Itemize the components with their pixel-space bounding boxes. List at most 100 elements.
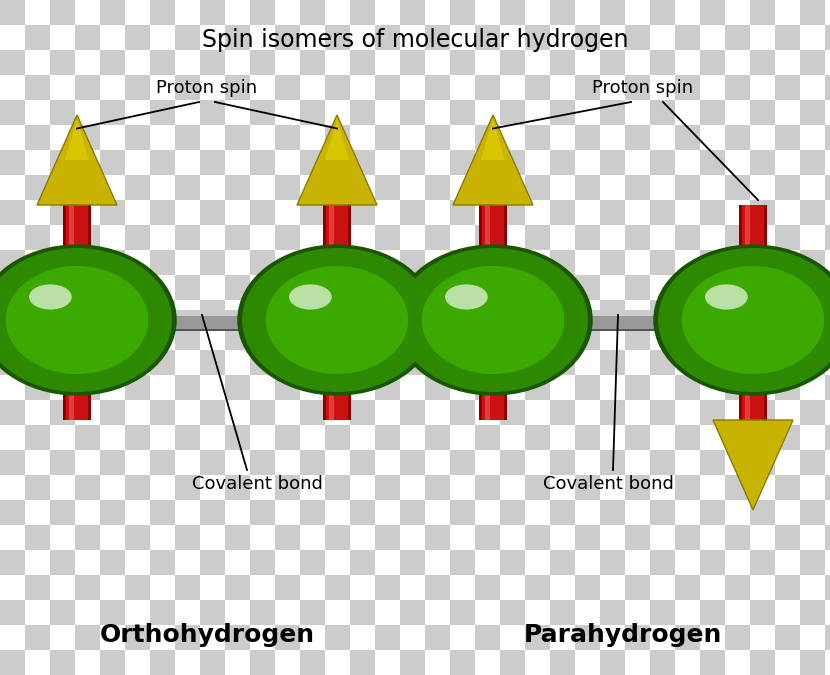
- Bar: [700, 475, 725, 500]
- Bar: [375, 25, 400, 50]
- Bar: [525, 25, 550, 50]
- Bar: [725, 525, 750, 550]
- Bar: [725, 475, 750, 500]
- Bar: [775, 50, 800, 75]
- Bar: [325, 275, 350, 300]
- Bar: [625, 450, 650, 475]
- Bar: [625, 500, 650, 525]
- Bar: [650, 500, 675, 525]
- Bar: [825, 250, 830, 275]
- Bar: [600, 375, 625, 400]
- Bar: [225, 600, 250, 625]
- Bar: [525, 325, 550, 350]
- Bar: [350, 175, 375, 200]
- Bar: [200, 525, 225, 550]
- Bar: [0, 325, 25, 350]
- Bar: [175, 150, 200, 175]
- Bar: [87, 320, 91, 420]
- Bar: [400, 375, 425, 400]
- Bar: [100, 575, 125, 600]
- Polygon shape: [325, 119, 349, 160]
- Bar: [225, 50, 250, 75]
- Bar: [425, 425, 450, 450]
- Bar: [600, 600, 625, 625]
- Bar: [300, 350, 325, 375]
- Bar: [775, 450, 800, 475]
- Bar: [775, 500, 800, 525]
- Bar: [50, 600, 75, 625]
- Bar: [775, 275, 800, 300]
- Bar: [750, 475, 775, 500]
- Bar: [650, 125, 675, 150]
- Bar: [625, 475, 650, 500]
- Bar: [100, 75, 125, 100]
- Bar: [800, 350, 825, 375]
- Bar: [375, 175, 400, 200]
- Bar: [250, 600, 275, 625]
- Bar: [675, 400, 700, 425]
- Bar: [75, 25, 100, 50]
- Bar: [425, 475, 450, 500]
- Bar: [575, 400, 600, 425]
- Bar: [375, 550, 400, 575]
- Bar: [475, 50, 500, 75]
- Bar: [75, 650, 100, 675]
- Bar: [100, 450, 125, 475]
- Bar: [25, 600, 50, 625]
- Bar: [150, 150, 175, 175]
- Bar: [375, 575, 400, 600]
- Ellipse shape: [705, 284, 748, 310]
- Bar: [150, 650, 175, 675]
- Bar: [545, 325, 701, 331]
- Text: Orthohydrogen: Orthohydrogen: [100, 623, 315, 647]
- Bar: [800, 325, 825, 350]
- Bar: [375, 650, 400, 675]
- Bar: [100, 600, 125, 625]
- Bar: [425, 100, 450, 125]
- Bar: [275, 250, 300, 275]
- Bar: [50, 250, 75, 275]
- Bar: [700, 550, 725, 575]
- Bar: [675, 75, 700, 100]
- Bar: [525, 225, 550, 250]
- Bar: [450, 325, 475, 350]
- Bar: [800, 150, 825, 175]
- Bar: [100, 525, 125, 550]
- Bar: [450, 475, 475, 500]
- Bar: [600, 100, 625, 125]
- Bar: [450, 100, 475, 125]
- Bar: [0, 575, 25, 600]
- Bar: [475, 150, 500, 175]
- Ellipse shape: [658, 248, 830, 392]
- Bar: [300, 175, 325, 200]
- Bar: [700, 500, 725, 525]
- Bar: [475, 525, 500, 550]
- Bar: [425, 200, 450, 225]
- Polygon shape: [481, 119, 505, 160]
- Bar: [125, 225, 150, 250]
- Bar: [400, 150, 425, 175]
- Bar: [425, 325, 450, 350]
- Bar: [325, 400, 350, 425]
- Bar: [250, 375, 275, 400]
- Bar: [675, 150, 700, 175]
- Bar: [825, 500, 830, 525]
- Bar: [25, 625, 50, 650]
- Bar: [275, 450, 300, 475]
- Ellipse shape: [242, 248, 432, 392]
- Bar: [50, 50, 75, 75]
- Bar: [75, 125, 100, 150]
- Bar: [825, 425, 830, 450]
- Bar: [87, 205, 91, 320]
- Bar: [450, 275, 475, 300]
- Bar: [350, 275, 375, 300]
- Bar: [225, 225, 250, 250]
- Bar: [800, 175, 825, 200]
- Bar: [175, 225, 200, 250]
- Bar: [800, 50, 825, 75]
- Bar: [100, 425, 125, 450]
- Bar: [225, 0, 250, 25]
- Bar: [0, 100, 25, 125]
- Bar: [75, 325, 100, 350]
- Bar: [725, 125, 750, 150]
